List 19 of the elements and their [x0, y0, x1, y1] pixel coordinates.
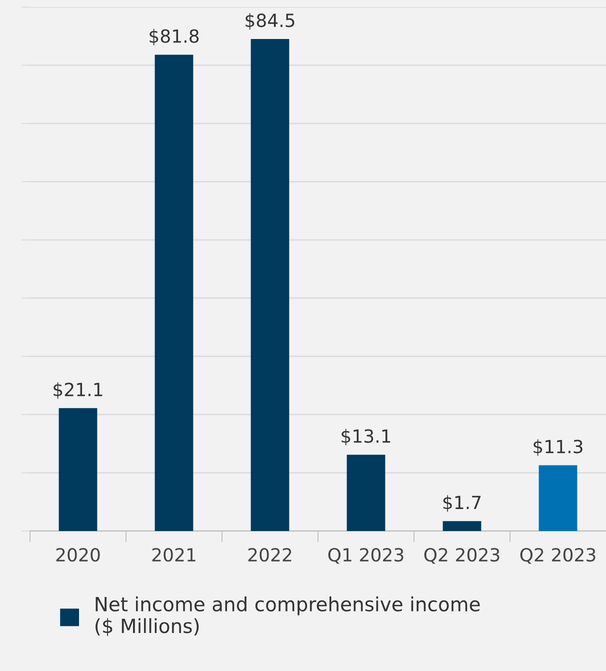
bar	[58, 408, 98, 531]
data-label: $21.1	[54, 382, 102, 399]
data-label: $11.3	[534, 439, 582, 456]
data-label: $1.7	[443, 495, 481, 512]
bar	[154, 54, 194, 531]
data-label: $84.5	[246, 13, 294, 30]
bar	[538, 465, 578, 531]
data-label: $13.1	[342, 428, 390, 446]
x-tick-label: 2020	[56, 548, 100, 562]
x-tick-label: 2022	[248, 548, 292, 562]
data-label: $81.8	[150, 28, 199, 46]
x-tick-label: Q1 2023	[328, 548, 404, 564]
x-tick-label: Q2 2023	[520, 548, 596, 564]
legend-label: Net income and comprehensive income ($ Millions)	[96, 596, 480, 636]
x-tick-label: 2021	[152, 548, 196, 562]
bar	[442, 521, 482, 531]
bar	[250, 39, 290, 531]
bar	[346, 454, 386, 531]
x-tick-label: Q2 2023	[424, 548, 500, 564]
